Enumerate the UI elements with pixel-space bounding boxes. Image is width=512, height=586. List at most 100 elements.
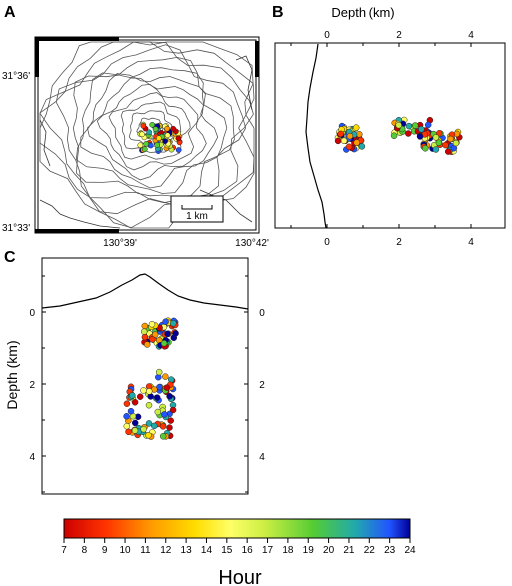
event-marker	[170, 125, 177, 132]
colorbar-tick-label: 15	[221, 545, 233, 556]
panel-a-letter: A	[4, 4, 16, 21]
event-marker	[424, 121, 432, 129]
event-marker	[129, 392, 136, 399]
lat-label-north: 31°36'	[2, 71, 30, 82]
panel-c-axis-title: Depth (km)	[4, 340, 20, 409]
lon-label-west: 130°39'	[103, 238, 137, 249]
event-marker	[432, 146, 440, 153]
event-marker	[127, 407, 135, 415]
coastline	[39, 55, 253, 229]
hour-colorbar: 7 8 9 10 11 12 13 14 15 16 17 18 19 20 21 22 23 24 Hour	[61, 518, 416, 586]
event-marker	[166, 393, 173, 400]
event-marker	[140, 425, 147, 433]
event-marker	[162, 373, 169, 380]
panel-c-right-tick-4: 4	[259, 452, 265, 463]
event-marker	[435, 139, 443, 146]
event-marker	[170, 320, 177, 327]
map-graticule-bar	[35, 37, 119, 41]
event-marker	[161, 411, 168, 418]
panel-b-topography-profile	[305, 43, 327, 229]
panel-c: C Depth (km) 0 2 4 0 2 4	[4, 249, 265, 495]
panel-c-left-tick-0: 0	[29, 308, 35, 319]
event-marker	[442, 141, 449, 149]
colorbar-tick-label: 20	[323, 545, 335, 556]
panel-b-letter: B	[272, 4, 284, 21]
map-outer-frame	[34, 36, 260, 234]
colorbar-tick-label: 24	[404, 545, 416, 556]
colorbar-tick-label: 13	[181, 545, 193, 556]
event-marker	[143, 140, 150, 147]
event-marker	[405, 122, 413, 130]
contour-line	[108, 92, 191, 160]
event-marker	[137, 142, 144, 149]
colorbar-tick-label: 11	[140, 545, 151, 556]
panel-b-top-tick-4: 4	[468, 30, 474, 41]
event-marker	[154, 142, 161, 148]
event-marker	[444, 148, 452, 155]
event-marker	[125, 428, 132, 436]
event-marker	[405, 130, 412, 137]
panel-b-ticks	[290, 43, 472, 228]
event-marker	[151, 331, 159, 338]
event-marker	[146, 129, 153, 136]
event-marker	[175, 147, 182, 153]
contour-line	[75, 67, 228, 194]
event-marker	[153, 394, 161, 401]
event-marker	[156, 135, 162, 142]
colorbar-tick-label: 12	[160, 545, 172, 556]
panel-b-bottom-tick-4: 4	[468, 237, 474, 248]
event-marker	[145, 388, 153, 395]
panel-c-right-tick-0: 0	[259, 308, 265, 319]
panel-a: A 1 km 31°36' 31°33' 130°39' 130°42'	[2, 4, 269, 249]
event-marker	[141, 322, 149, 330]
event-marker	[164, 125, 170, 132]
event-marker	[155, 368, 163, 376]
event-marker	[143, 341, 151, 348]
panel-b-axis-title: Depth (km)	[331, 5, 394, 20]
event-marker	[139, 131, 145, 138]
event-marker	[346, 132, 354, 140]
event-marker	[166, 424, 173, 431]
event-marker	[131, 419, 139, 427]
colorbar-tick-label: 7	[61, 545, 67, 556]
event-marker	[160, 340, 168, 347]
event-marker	[123, 400, 131, 407]
event-marker	[162, 138, 168, 144]
event-marker	[334, 137, 342, 145]
panel-b-bottom-tick-0: 0	[324, 237, 330, 248]
panel-b-bottom-tick-2: 2	[396, 237, 402, 248]
event-marker	[123, 413, 130, 420]
epicenter-markers	[137, 121, 183, 154]
panel-c-topography-profile	[41, 273, 249, 310]
event-marker	[411, 122, 419, 129]
event-marker	[172, 330, 179, 337]
colorbar-tick-label: 21	[343, 545, 355, 556]
contour-line	[80, 73, 219, 189]
event-marker	[353, 139, 360, 146]
panel-b: B Depth (km) 0 2 4 0 2 4	[272, 4, 506, 248]
colorbar-tick-label: 22	[364, 545, 376, 556]
event-marker	[167, 417, 174, 424]
event-marker	[418, 126, 425, 133]
event-marker	[140, 328, 148, 335]
contour-line	[87, 77, 207, 181]
event-marker	[151, 422, 158, 430]
colorbar-tick-label: 18	[282, 545, 294, 556]
event-marker	[140, 123, 147, 129]
panel-c-letter: C	[4, 249, 16, 266]
event-marker	[164, 330, 171, 338]
lon-label-east: 130°42'	[235, 238, 269, 249]
event-marker	[148, 320, 156, 328]
event-marker	[131, 399, 139, 406]
event-marker	[154, 408, 162, 416]
panel-c-ticks	[42, 275, 248, 493]
event-marker	[149, 336, 156, 343]
event-marker	[159, 433, 167, 440]
event-marker	[337, 130, 344, 138]
event-marker	[162, 318, 169, 325]
event-marker	[145, 401, 153, 409]
event-marker	[149, 121, 156, 128]
event-marker	[452, 139, 460, 147]
panel-c-frame	[41, 257, 249, 495]
